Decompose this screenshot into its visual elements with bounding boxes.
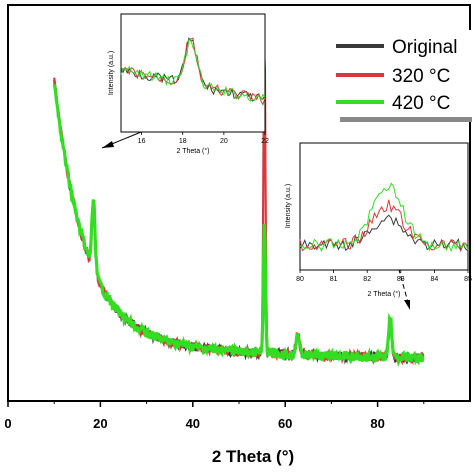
inset-1-xlabel: 2 Theta (°) bbox=[176, 147, 209, 155]
inset-1-tick-label-2: 20 bbox=[220, 138, 228, 145]
inset-2-ticks: 80 81 82 83 84 85 bbox=[296, 270, 472, 283]
inset-1-series-2 bbox=[120, 39, 266, 102]
legend-label-2: 420 °C bbox=[392, 93, 450, 114]
legend-label-1: 320 °C bbox=[392, 66, 450, 87]
inset-1-frame bbox=[120, 13, 266, 133]
inset-1-tick-label-1: 18 bbox=[179, 138, 187, 145]
inset-1-ticks: 16 18 20 22 bbox=[138, 132, 269, 145]
inset-2-ylabel: Intensity (a.u.) bbox=[285, 184, 292, 228]
x-axis-ticks: 0 20 40 60 80 bbox=[4, 401, 425, 431]
inset-2-frame bbox=[299, 142, 469, 271]
inset-2-tick-label-0: 80 bbox=[296, 276, 304, 283]
series-line-2 bbox=[52, 84, 425, 367]
x-axis-label: 2 Theta (°) bbox=[212, 447, 294, 466]
inset-chart-1: 16 18 20 22 2 Theta (°) Intensity (a.u.) bbox=[108, 13, 269, 155]
inset-2-tick-label-2: 82 bbox=[363, 276, 371, 283]
inset-1-series-group bbox=[120, 36, 266, 106]
inset-2-xlabel: 2 Theta (°) bbox=[367, 290, 400, 298]
arrow-inset-2 bbox=[387, 229, 410, 307]
inset-chart-2: 80 81 82 83 84 85 2 Theta (°) Intensity (a.u.… bbox=[285, 142, 472, 298]
arrow-head-inset-1 bbox=[102, 141, 114, 148]
arrow-head-inset-2 bbox=[404, 300, 410, 310]
x-tick-label-4: 80 bbox=[370, 416, 384, 431]
legend-label-0: Original bbox=[392, 37, 457, 58]
inset-2-tick-label-5: 85 bbox=[464, 276, 472, 283]
inset-2-series-1 bbox=[299, 199, 469, 252]
x-tick-label-3: 60 bbox=[278, 416, 292, 431]
inset-2-tick-label-3: 83 bbox=[397, 276, 405, 283]
x-tick-label-1: 20 bbox=[93, 416, 107, 431]
x-tick-label-0: 0 bbox=[4, 416, 11, 431]
inset-2-series-group bbox=[299, 182, 469, 253]
inset-2-tick-label-1: 81 bbox=[330, 276, 338, 283]
inset-2-series-2 bbox=[299, 182, 469, 253]
legend: Original 320 °C 420 °C bbox=[330, 30, 472, 122]
inset-1-tick-label-3: 22 bbox=[261, 138, 269, 145]
inset-2-tick-label-4: 84 bbox=[431, 276, 439, 283]
main-series-group bbox=[52, 53, 425, 367]
x-tick-label-2: 40 bbox=[186, 416, 200, 431]
inset-1-ylabel: Intensity (a.u.) bbox=[108, 51, 115, 95]
inset-1-tick-label-0: 16 bbox=[138, 138, 146, 145]
legend-bottom-bar bbox=[340, 117, 472, 122]
